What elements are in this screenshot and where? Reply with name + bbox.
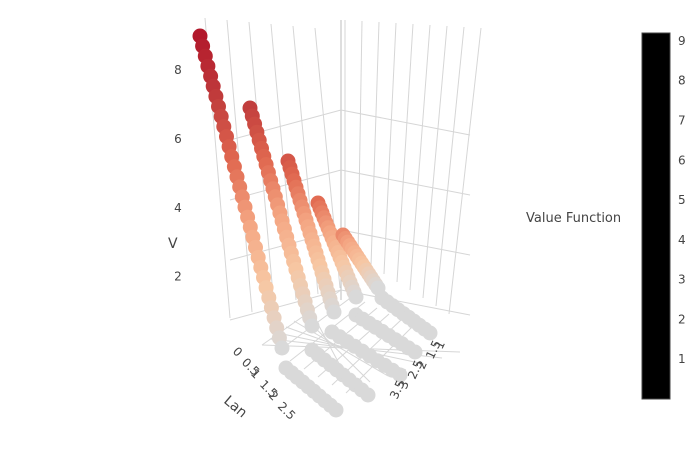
grid-line [370,21,380,267]
z-axis-title: V [168,236,178,252]
data-point [304,318,320,334]
data-point [392,367,408,383]
colorbar-tick-label: 3 [678,273,686,287]
grid-line [409,24,431,291]
grid-line [448,27,482,315]
data-point [360,387,376,403]
z-axis-ticks: 2 4 6 8 [174,63,182,284]
grid-line [357,20,363,259]
colorbar-tick-label: 7 [678,114,686,128]
colorbar-tick-label: 1 [678,352,686,366]
colorbar-ticks: 1 2 3 4 5 6 7 8 9 [678,34,686,366]
x-tick-label: 2.5 [275,399,298,422]
data-point [328,402,344,418]
colorbar-tick-label: 2 [678,312,686,326]
grid-line [435,26,465,307]
data-point [348,289,364,305]
colorbar [641,32,671,400]
grid-line [396,23,414,283]
data-point [422,325,438,341]
z-tick-label: 8 [174,63,182,77]
colorbar-tick-label: 6 [678,153,686,167]
z-tick-label: 6 [174,132,182,146]
grid-line [340,109,471,136]
data-point [274,340,290,356]
x-tick-label: 0 [230,344,245,359]
colorbar-tick-label: 4 [678,233,686,247]
grid-line [340,169,471,196]
grid-line [422,25,448,299]
x-axis-title: Lan [220,393,250,421]
grid-line [383,22,397,275]
data-point [326,304,342,320]
grid-line [229,109,342,141]
z-tick-label: 4 [174,201,182,215]
colorbar-tick-label: 8 [678,74,686,88]
colorbar-tick-label: 9 [678,34,686,48]
z-tick-label: 2 [174,270,182,284]
scatter-points [192,28,438,418]
colorbar-title: Value Function [526,211,621,226]
colorbar-tick-label: 5 [678,193,686,207]
data-point [407,344,423,360]
grid-line [340,229,471,256]
